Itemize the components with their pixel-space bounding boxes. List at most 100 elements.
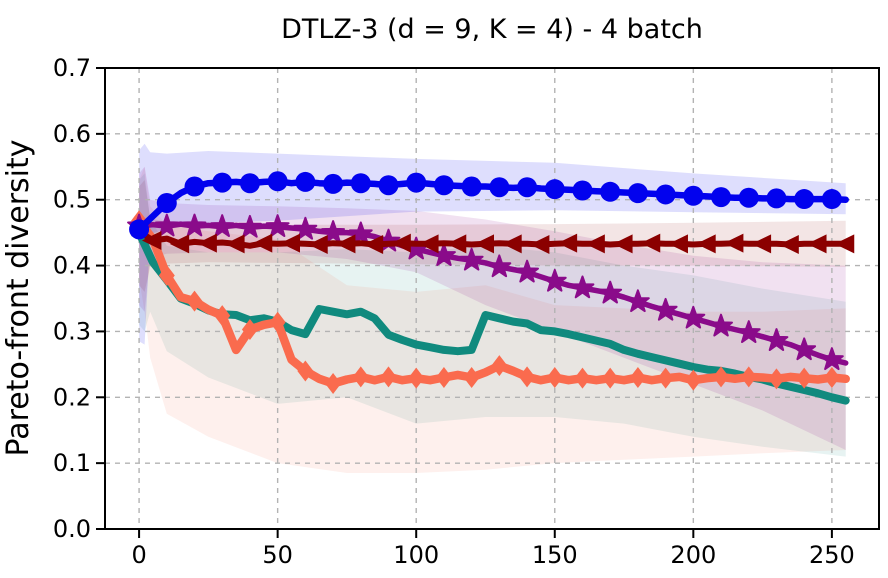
x-tick-label: 150 (532, 541, 578, 569)
circle-marker (295, 171, 316, 192)
diamond-marker (629, 367, 646, 389)
diamond-marker (713, 366, 730, 388)
triangle-left-marker (529, 234, 550, 254)
x-tick-label: 50 (262, 541, 293, 569)
triangle-left-marker (446, 234, 467, 254)
triangle-left-marker (502, 234, 522, 254)
circle-marker (350, 173, 371, 194)
y-tick-label: 0.0 (53, 515, 91, 543)
circle-marker (711, 187, 732, 208)
circle-marker (156, 193, 177, 214)
diamond-marker (657, 367, 674, 389)
circle-marker (572, 180, 593, 201)
star-marker (321, 220, 345, 243)
circle-marker (489, 177, 510, 198)
triangle-left-marker (280, 233, 301, 253)
triangle-left-marker (169, 234, 190, 254)
circle-marker (655, 184, 676, 205)
x-tick-label: 0 (131, 541, 146, 569)
triangle-left-marker (335, 234, 356, 254)
diamond-marker (574, 367, 591, 389)
diamond-marker (158, 264, 175, 286)
circle-marker (212, 172, 233, 193)
star-marker (681, 305, 706, 329)
star-marker (293, 216, 318, 240)
circle-marker (433, 175, 454, 196)
circle-marker (239, 173, 260, 194)
triangle-left-marker (696, 234, 716, 254)
triangle-left-marker (141, 231, 162, 251)
triangle-left-marker (585, 234, 605, 254)
star-marker (542, 268, 567, 292)
triangle-left-marker (391, 233, 411, 253)
triangle-left-marker (363, 234, 384, 254)
diamond-marker (740, 366, 757, 388)
y-tick-label: 0.4 (53, 252, 91, 280)
triangle-left-marker (751, 234, 772, 254)
x-tick-label: 200 (670, 541, 716, 569)
diamond-marker (435, 367, 452, 389)
y-axis-label: Pareto-front diversity (1, 139, 36, 456)
circle-marker (378, 175, 399, 196)
triangle-left-marker (308, 234, 328, 254)
diamond-marker (325, 372, 342, 394)
triangle-left-marker (613, 234, 633, 254)
circle-marker (600, 181, 621, 202)
y-tick-label: 0.1 (53, 449, 91, 477)
diamond-marker (269, 311, 286, 333)
circle-marker (683, 185, 704, 206)
chart-title: DTLZ-3 (d = 9, K = 4) - 4 batch (281, 14, 703, 45)
triangle-left-marker (834, 234, 855, 254)
confidence-band-purple-star (139, 166, 846, 451)
star-marker (792, 337, 817, 361)
star-marker (653, 297, 678, 321)
star-marker (238, 214, 262, 238)
circle-marker (517, 177, 538, 198)
axes-frame (104, 67, 880, 530)
y-tick-label: 0.3 (53, 317, 91, 345)
circle-marker (544, 179, 565, 200)
circle-marker (821, 189, 842, 210)
triangle-left-marker (640, 233, 661, 253)
circle-marker (766, 188, 787, 209)
y-tick-label: 0.2 (53, 383, 91, 411)
circle-marker (461, 176, 482, 197)
diamond-marker (297, 360, 314, 382)
diamond-marker (519, 366, 536, 388)
diamond-marker (491, 355, 508, 377)
star-marker (598, 280, 623, 304)
diamond-marker (602, 367, 619, 389)
star-marker (820, 347, 844, 371)
diamond-marker (380, 366, 397, 388)
star-marker (626, 289, 650, 313)
diamond-marker (546, 367, 563, 389)
circle-marker (184, 176, 205, 197)
x-tick-label: 100 (393, 541, 439, 569)
star-marker (265, 214, 290, 237)
triangle-left-marker (668, 234, 688, 254)
star-marker (210, 214, 235, 237)
y-tick-label: 0.7 (53, 54, 91, 82)
circle-marker (406, 172, 427, 193)
plot-area: 0 50 100 150 200 250 0.0 0.1 0.2 0.3 0.4 0.5 0.6 0.7 (53, 54, 880, 569)
diamond-marker (796, 367, 813, 389)
circle-marker (267, 171, 288, 192)
star-marker (570, 275, 595, 299)
diamond-marker (186, 290, 203, 312)
star-marker (736, 320, 761, 343)
circle-marker (738, 187, 759, 208)
diamond-marker (241, 318, 258, 340)
star-marker (764, 328, 789, 351)
diamond-marker (768, 368, 785, 390)
series-line-teal-line (135, 228, 850, 405)
circle-marker (129, 219, 150, 240)
triangle-left-marker (779, 234, 799, 254)
triangle-left-marker (419, 234, 439, 254)
star-marker (709, 313, 733, 337)
triangle-left-marker (252, 233, 273, 253)
circle-marker (627, 183, 648, 204)
diamond-marker (214, 305, 231, 327)
y-tick-label: 0.6 (53, 120, 91, 148)
